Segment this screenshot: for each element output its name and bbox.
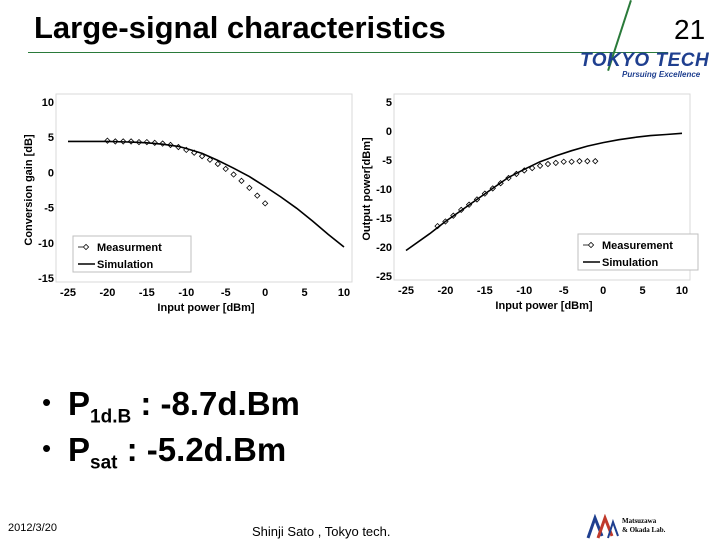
page-number: 21: [674, 14, 706, 45]
simulation-line: [68, 140, 345, 248]
legend-box: [72, 235, 192, 273]
x-tick-label: -25: [398, 285, 414, 297]
y-axis-label: Conversion gain [dB]: [23, 134, 35, 246]
title-divider: [28, 52, 668, 53]
plot-area-frame: [55, 93, 353, 283]
logo-text: TOKYO TECH: [580, 50, 710, 71]
measurement-point: [246, 184, 253, 192]
measurement-point: [238, 177, 245, 185]
x-tick-label: -20: [437, 285, 453, 297]
x-tick-label: -15: [477, 285, 493, 297]
bullet-value: : -8.7d.Bm: [131, 385, 300, 422]
y-tick-label: 0: [48, 167, 54, 179]
x-axis-label: Input power [dBm]: [157, 302, 254, 314]
y-tick-label: 0: [386, 126, 392, 138]
lab-logo: Matsuzawa & Okada Lab.: [586, 513, 716, 540]
measurement-point: [261, 200, 269, 207]
y-tick-label: -20: [376, 242, 392, 254]
measurement-point: [576, 157, 583, 165]
bullet-value: : -5.2d.Bm: [117, 431, 287, 468]
y-tick-label: -5: [44, 203, 54, 215]
lab-logo-line1: Matsuzawa: [622, 517, 657, 525]
legend-label: Measurement: [602, 240, 673, 252]
x-tick-label: 0: [600, 285, 606, 297]
y-tick-label: -25: [376, 271, 392, 283]
bullet-main: P: [68, 385, 91, 422]
plot-area-frame: [393, 93, 691, 281]
measurement-point: [206, 156, 214, 163]
footer-date: 2012/3/20: [8, 522, 57, 534]
measurement-point: [198, 153, 206, 160]
bullet-subscript: sat: [90, 452, 118, 474]
bullet-dot: •: [42, 387, 52, 417]
lab-logo-mark: [586, 513, 619, 539]
lab-logo-text: Matsuzawa & Okada Lab.: [622, 517, 665, 535]
legend-diamond-swatch: [587, 241, 595, 249]
measurement-point: [222, 165, 229, 173]
simulation-line: [405, 132, 683, 252]
x-tick-label: -10: [178, 287, 194, 299]
bullet-subscript: 1d.B: [90, 406, 132, 428]
measurement-point: [584, 157, 591, 165]
measurement-point: [214, 160, 221, 168]
bullet-list: • P1d.B : -8.7d.Bm • Psat : -5.2d.Bm: [42, 385, 300, 477]
x-tick-label: -5: [221, 287, 231, 299]
legend-diamond-swatch: [82, 243, 90, 251]
y-axis-label: Output power[dBm]: [361, 137, 373, 241]
conversion-gain-chart: -25 -20 -15 -10 -5 0 5 10 -15 -10 -5 0 5 10 Input powe…: [18, 88, 363, 320]
measurement-point: [544, 160, 552, 168]
x-tick-label: -25: [60, 287, 76, 299]
bullet-psat: • Psat : -5.2d.Bm: [42, 431, 300, 477]
measurement-point: [536, 162, 544, 169]
y-tick-label: -15: [38, 273, 54, 285]
slide-title: Large-signal characteristics: [34, 10, 446, 45]
measurement-point: [592, 157, 599, 165]
y-tick-label: 5: [48, 132, 54, 144]
legend-label: Simulation: [602, 257, 659, 269]
tokyo-tech-logo: TOKYO TECH Pursuing Excellence: [580, 50, 710, 82]
x-axis-label: Input power [dBm]: [495, 300, 592, 312]
x-tick-label: 10: [338, 287, 350, 299]
legend-label: Measurment: [97, 242, 162, 254]
legend-label: Simulation: [97, 259, 154, 271]
x-tick-label: 5: [640, 285, 646, 297]
y-tick-label: -5: [382, 155, 392, 167]
bullet-dot: •: [42, 433, 52, 463]
measurement-point: [560, 158, 567, 165]
footer-author: Shinji Sato , Tokyo tech.: [252, 524, 391, 539]
output-power-chart: -25 -20 -15 -10 -5 0 5 10 -25 -20 -15 -10 -5 0 5 Input …: [360, 88, 705, 320]
x-tick-label: -20: [99, 287, 115, 299]
y-tick-label: 5: [386, 97, 392, 109]
measurement-point: [568, 158, 575, 165]
x-tick-label: 0: [262, 287, 268, 299]
y-tick-label: 10: [42, 97, 54, 109]
x-tick-label: 10: [676, 285, 688, 297]
logo-tagline: Pursuing Excellence: [622, 70, 701, 79]
measurement-point: [230, 171, 237, 178]
y-tick-label: -15: [376, 213, 392, 225]
measurement-point: [254, 192, 261, 199]
bullet-main: P: [68, 431, 91, 468]
y-tick-label: -10: [376, 184, 392, 196]
bullet-p1db: • P1d.B : -8.7d.Bm: [42, 385, 300, 431]
lab-logo-line2: & Okada Lab.: [622, 526, 666, 534]
x-tick-label: -10: [516, 285, 532, 297]
x-tick-label: -15: [139, 287, 155, 299]
measurement-point: [552, 159, 559, 167]
x-tick-label: 5: [302, 287, 308, 299]
legend-box: [577, 233, 699, 271]
y-tick-label: -10: [38, 238, 54, 250]
x-tick-label: -5: [559, 285, 569, 297]
